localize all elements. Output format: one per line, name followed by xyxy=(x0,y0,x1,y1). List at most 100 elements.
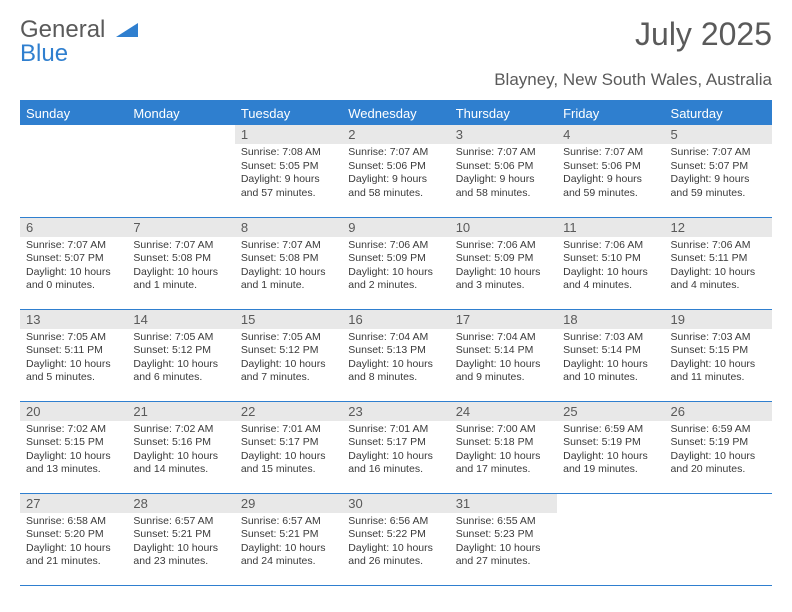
sunrise-text: Sunrise: 7:06 AM xyxy=(348,239,428,251)
day-number: 13 xyxy=(20,310,127,329)
calendar-week-row: 1 Sunrise: 7:08 AM Sunset: 5:05 PM Daylight… xyxy=(20,125,772,217)
sunset-text: Sunset: 5:10 PM xyxy=(563,252,641,264)
day-details: Sunrise: 6:58 AMSunset: 5:20 PMDaylight:… xyxy=(20,513,127,574)
sunrise-text: Sunrise: 7:05 AM xyxy=(26,331,106,343)
day-details: Sunrise: 6:59 AMSunset: 5:19 PMDaylight:… xyxy=(665,421,772,482)
day-number: 16 xyxy=(342,310,449,329)
calendar-day-cell: 9Sunrise: 7:06 AMSunset: 5:09 PMDaylight… xyxy=(342,217,449,309)
sunset-text: Sunset: 5:15 PM xyxy=(671,344,749,356)
calendar-day-cell: 31Sunrise: 6:55 AMSunset: 5:23 PMDayligh… xyxy=(450,493,557,585)
weekday-header: Tuesday xyxy=(235,101,342,125)
calendar-day-cell xyxy=(557,493,664,585)
sunset-text: Sunset: 5:17 PM xyxy=(241,436,319,448)
day-details: Sunrise: 7:03 AMSunset: 5:15 PMDaylight:… xyxy=(665,329,772,390)
sunrise-text: Sunrise: 6:55 AM xyxy=(456,515,536,527)
sunrise-text: Sunrise: 7:07 AM xyxy=(563,146,643,158)
sunset-text: Sunset: 5:13 PM xyxy=(348,344,426,356)
sunrise-text: Sunrise: 7:07 AM xyxy=(241,239,321,251)
sunset-text: Sunset: 5:20 PM xyxy=(26,528,104,540)
daylight-text: Daylight: 9 hours and 59 minutes. xyxy=(563,173,642,199)
calendar-day-cell: 2Sunrise: 7:07 AMSunset: 5:06 PMDaylight… xyxy=(342,125,449,217)
day-details: Sunrise: 6:57 AMSunset: 5:21 PMDaylight:… xyxy=(235,513,342,574)
sunrise-text: Sunrise: 7:07 AM xyxy=(348,146,428,158)
sunset-text: Sunset: 5:14 PM xyxy=(563,344,641,356)
page-title: July 2025 xyxy=(635,18,772,50)
calendar-day-cell: 4Sunrise: 7:07 AMSunset: 5:06 PMDaylight… xyxy=(557,125,664,217)
calendar-day-cell: 13Sunrise: 7:05 AMSunset: 5:11 PMDayligh… xyxy=(20,309,127,401)
calendar-week-row: 13Sunrise: 7:05 AMSunset: 5:11 PMDayligh… xyxy=(20,309,772,401)
daylight-text: Daylight: 10 hours and 24 minutes. xyxy=(241,542,326,568)
sunrise-text: Sunrise: 7:07 AM xyxy=(26,239,106,251)
sunrise-text: Sunrise: 6:59 AM xyxy=(563,423,643,435)
daylight-text: Daylight: 10 hours and 1 minute. xyxy=(133,266,218,292)
sunrise-text: Sunrise: 7:07 AM xyxy=(133,239,213,251)
calendar-day-cell: 20Sunrise: 7:02 AMSunset: 5:15 PMDayligh… xyxy=(20,401,127,493)
calendar-day-cell: 11Sunrise: 7:06 AMSunset: 5:10 PMDayligh… xyxy=(557,217,664,309)
sunset-text: Sunset: 5:17 PM xyxy=(348,436,426,448)
day-number: 12 xyxy=(665,218,772,237)
weekday-header-row: Sunday Monday Tuesday Wednesday Thursday… xyxy=(20,101,772,125)
calendar-day-cell: 10Sunrise: 7:06 AMSunset: 5:09 PMDayligh… xyxy=(450,217,557,309)
day-number: 17 xyxy=(450,310,557,329)
daylight-text: Daylight: 10 hours and 1 minute. xyxy=(241,266,326,292)
day-number: 14 xyxy=(127,310,234,329)
calendar-week-row: 20Sunrise: 7:02 AMSunset: 5:15 PMDayligh… xyxy=(20,401,772,493)
day-details: Sunrise: 7:01 AMSunset: 5:17 PMDaylight:… xyxy=(342,421,449,482)
day-details: Sunrise: 7:07 AMSunset: 5:08 PMDaylight:… xyxy=(127,237,234,298)
calendar-day-cell: 1Sunrise: 7:08 AMSunset: 5:05 PMDaylight… xyxy=(235,125,342,217)
day-number: 21 xyxy=(127,402,234,421)
daylight-text: Daylight: 10 hours and 7 minutes. xyxy=(241,358,326,384)
calendar-day-cell: 16Sunrise: 7:04 AMSunset: 5:13 PMDayligh… xyxy=(342,309,449,401)
weekday-header: Thursday xyxy=(450,101,557,125)
day-details: Sunrise: 7:06 AMSunset: 5:11 PMDaylight:… xyxy=(665,237,772,298)
day-details: Sunrise: 7:07 AMSunset: 5:06 PMDaylight:… xyxy=(342,144,449,205)
sunrise-text: Sunrise: 7:03 AM xyxy=(671,331,751,343)
sunset-text: Sunset: 5:11 PM xyxy=(671,252,748,264)
sunrise-text: Sunrise: 7:04 AM xyxy=(456,331,536,343)
calendar-day-cell: 18Sunrise: 7:03 AMSunset: 5:14 PMDayligh… xyxy=(557,309,664,401)
sunset-text: Sunset: 5:09 PM xyxy=(456,252,534,264)
day-number: 8 xyxy=(235,218,342,237)
daylight-text: Daylight: 10 hours and 9 minutes. xyxy=(456,358,541,384)
day-number: 24 xyxy=(450,402,557,421)
daylight-text: Daylight: 10 hours and 15 minutes. xyxy=(241,450,326,476)
calendar-day-cell: 30Sunrise: 6:56 AMSunset: 5:22 PMDayligh… xyxy=(342,493,449,585)
sunrise-text: Sunrise: 6:59 AM xyxy=(671,423,751,435)
calendar-day-cell xyxy=(665,493,772,585)
daylight-text: Daylight: 10 hours and 19 minutes. xyxy=(563,450,648,476)
weekday-header: Saturday xyxy=(665,101,772,125)
day-details: Sunrise: 6:59 AMSunset: 5:19 PMDaylight:… xyxy=(557,421,664,482)
sunset-text: Sunset: 5:16 PM xyxy=(133,436,211,448)
day-details: Sunrise: 7:00 AMSunset: 5:18 PMDaylight:… xyxy=(450,421,557,482)
sunrise-text: Sunrise: 7:08 AM xyxy=(241,146,321,158)
day-details: Sunrise: 7:08 AMSunset: 5:05 PMDaylight:… xyxy=(235,144,342,205)
sunset-text: Sunset: 5:22 PM xyxy=(348,528,426,540)
daylight-text: Daylight: 10 hours and 21 minutes. xyxy=(26,542,111,568)
day-details: Sunrise: 7:03 AMSunset: 5:14 PMDaylight:… xyxy=(557,329,664,390)
day-number: 9 xyxy=(342,218,449,237)
logo-general: General xyxy=(20,16,105,43)
sunset-text: Sunset: 5:23 PM xyxy=(456,528,534,540)
sunset-text: Sunset: 5:05 PM xyxy=(241,160,319,172)
calendar-day-cell: 26Sunrise: 6:59 AMSunset: 5:19 PMDayligh… xyxy=(665,401,772,493)
weekday-header: Wednesday xyxy=(342,101,449,125)
calendar-week-row: 27Sunrise: 6:58 AMSunset: 5:20 PMDayligh… xyxy=(20,493,772,585)
day-details: Sunrise: 7:01 AMSunset: 5:17 PMDaylight:… xyxy=(235,421,342,482)
day-details: Sunrise: 7:06 AMSunset: 5:10 PMDaylight:… xyxy=(557,237,664,298)
calendar-day-cell: 21Sunrise: 7:02 AMSunset: 5:16 PMDayligh… xyxy=(127,401,234,493)
logo-triangle-icon xyxy=(116,23,138,37)
daylight-text: Daylight: 10 hours and 2 minutes. xyxy=(348,266,433,292)
daylight-text: Daylight: 9 hours and 58 minutes. xyxy=(348,173,427,199)
weekday-header: Monday xyxy=(127,101,234,125)
sunset-text: Sunset: 5:08 PM xyxy=(241,252,319,264)
sunrise-text: Sunrise: 7:01 AM xyxy=(348,423,428,435)
sunrise-text: Sunrise: 6:57 AM xyxy=(133,515,213,527)
daylight-text: Daylight: 10 hours and 10 minutes. xyxy=(563,358,648,384)
daylight-text: Daylight: 10 hours and 8 minutes. xyxy=(348,358,433,384)
sunset-text: Sunset: 5:21 PM xyxy=(241,528,319,540)
daylight-text: Daylight: 10 hours and 23 minutes. xyxy=(133,542,218,568)
calendar-day-cell: 19Sunrise: 7:03 AMSunset: 5:15 PMDayligh… xyxy=(665,309,772,401)
day-details: Sunrise: 7:02 AMSunset: 5:16 PMDaylight:… xyxy=(127,421,234,482)
day-number: 1 xyxy=(235,125,342,144)
day-details: Sunrise: 7:07 AMSunset: 5:06 PMDaylight:… xyxy=(450,144,557,205)
